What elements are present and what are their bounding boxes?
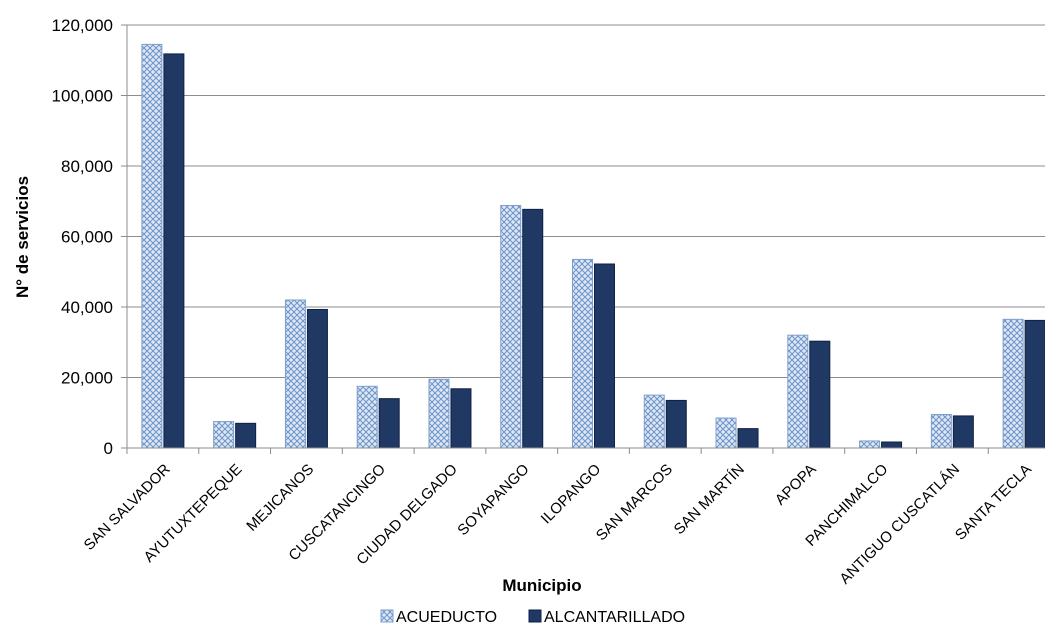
- x-tick-label: SANTA TECLA: [952, 461, 1035, 544]
- bar-alcantarillado-ciudad-delgado: [450, 388, 472, 449]
- bar-alcantarillado-antiguo-cuscatl-n: [952, 415, 974, 449]
- bar-acueducto-san-marcos: [643, 394, 665, 449]
- bar-acueducto-cuscatancingo: [356, 385, 378, 449]
- y-tick-label: 100,000: [52, 87, 113, 106]
- bar-alcantarillado-mejicanos: [306, 308, 328, 449]
- x-tick-label: SOYAPANGO: [454, 461, 532, 539]
- y-axis-title: N° de servicios: [13, 176, 32, 298]
- y-tick-label: 60,000: [61, 228, 113, 247]
- bar-acueducto-san-mart-n: [715, 417, 737, 449]
- y-tick-label: 120,000: [52, 16, 113, 35]
- bar-alcantarillado-san-salvador: [163, 53, 185, 449]
- bar-alcantarillado-cuscatancingo: [378, 398, 400, 449]
- bar-alcantarillado-san-marcos: [665, 399, 687, 449]
- bar-alcantarillado-ayutuxtepeque: [235, 422, 257, 449]
- legend: ACUEDUCTO ALCANTARILLADO: [380, 609, 685, 626]
- x-tick-label: SAN MARCOS: [593, 461, 676, 544]
- x-tick-label: APOPA: [772, 461, 820, 509]
- x-tick-label: SAN MARTÍN: [671, 461, 748, 538]
- bar-acueducto-san-salvador: [141, 43, 163, 449]
- axes: [121, 24, 1045, 454]
- x-tick-label: MEJICANOS: [243, 461, 317, 535]
- bar-alcantarillado-apopa: [809, 340, 831, 449]
- legend-swatch-alcantarillado: [528, 609, 542, 623]
- bar-alcantarillado-san-mart-n: [737, 428, 759, 449]
- bar-acueducto-ciudad-delgado: [428, 378, 450, 449]
- legend-swatch-acueducto: [380, 609, 394, 623]
- bars: [141, 43, 1045, 449]
- bar-acueducto-ayutuxtepeque: [213, 421, 235, 449]
- x-tick-label: ILOPANGO: [538, 461, 605, 528]
- tick-labels: 0 20,000 40,000 60,000 80,000 100,000 120,000 S…: [52, 16, 1035, 588]
- bar-acueducto-antiguo-cuscatl-n: [930, 414, 952, 449]
- x-tick-label: ANTIGUO CUSCATLÁN: [836, 461, 963, 588]
- legend-label-alcantarillado: ALCANTARILLADO: [544, 609, 685, 626]
- bar-alcantarillado-santa-tecla: [1024, 319, 1045, 449]
- bar-acueducto-ilopango: [572, 258, 593, 449]
- gridlines: [127, 24, 1045, 378]
- bar-alcantarillado-panchimalco: [881, 441, 903, 449]
- bar-acueducto-apopa: [787, 334, 809, 449]
- x-axis-title: Municipio: [502, 576, 581, 595]
- y-tick-label: 40,000: [61, 298, 113, 317]
- bar-alcantarillado-soyapango: [522, 208, 544, 449]
- bar-acueducto-mejicanos: [284, 299, 306, 449]
- y-tick-label: 20,000: [61, 369, 113, 388]
- bar-acueducto-santa-tecla: [1002, 318, 1024, 449]
- bar-acueducto-panchimalco: [859, 440, 881, 449]
- y-tick-label: 0: [104, 439, 113, 458]
- bar-alcantarillado-ilopango: [594, 263, 615, 449]
- legend-label-acueducto: ACUEDUCTO: [396, 609, 497, 626]
- bar-acueducto-soyapango: [500, 204, 522, 449]
- y-tick-label: 80,000: [61, 157, 113, 176]
